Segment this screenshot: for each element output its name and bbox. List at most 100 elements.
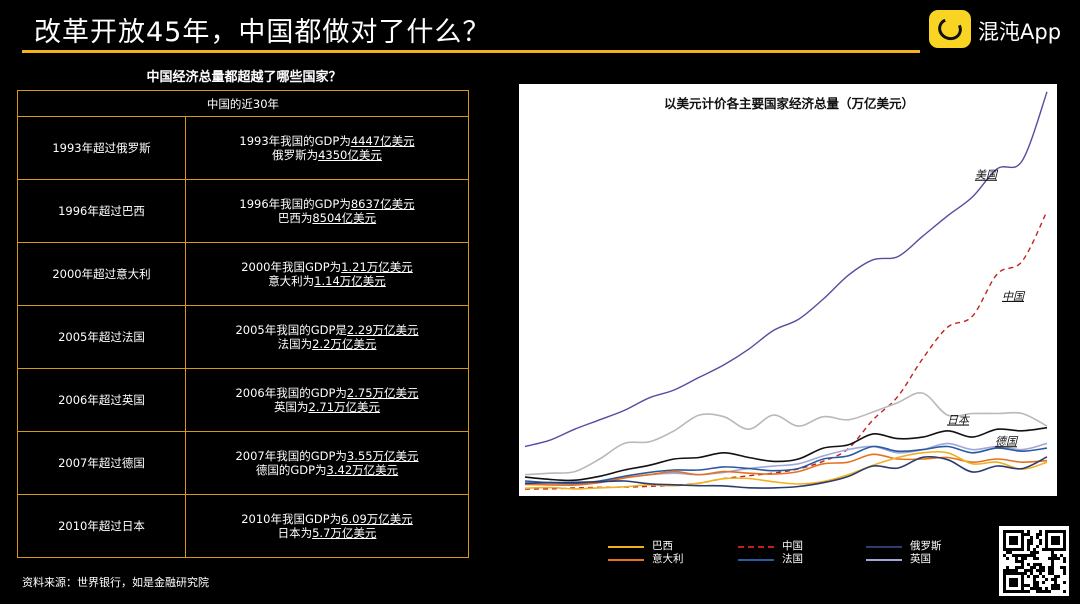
detail-line-china: 2005年我国的GDP是2.29万亿美元	[186, 323, 468, 337]
milestones-table: 中国的近30年 1993年超过俄罗斯 1993年我国的GDP为4447亿美元 俄罗斯…	[17, 90, 469, 558]
qr-code-icon	[999, 526, 1069, 596]
series-line-2	[524, 391, 1048, 476]
detail-line-china: 2006年我国的GDP为2.75万亿美元	[186, 386, 468, 400]
series-line-8	[524, 455, 1048, 489]
milestone-event: 1996年超过巴西	[17, 179, 186, 243]
source-note: 资料来源：世界银行，如是金融研究院	[22, 576, 209, 589]
title-underline	[22, 50, 920, 53]
legend-label: 意大利	[652, 553, 684, 565]
milestone-detail: 1996年我国的GDP为8637亿美元 巴西为8504亿美元	[185, 179, 469, 243]
table-row: 1993年超过俄罗斯 1993年我国的GDP为4447亿美元 俄罗斯为4350亿美元	[17, 116, 469, 180]
detail-prefix: 2005年我国的GDP是	[235, 323, 347, 337]
table-heading: 中国经济总量都超越了哪些国家？	[146, 70, 342, 85]
series-line-1	[524, 210, 1048, 490]
chart-legend: 巴西 中国 俄罗斯意大利 法国 英国	[608, 540, 1008, 568]
detail-prefix: 日本为	[277, 526, 313, 540]
legend-swatch	[738, 559, 774, 561]
detail-prefix: 1993年我国的GDP为	[239, 134, 351, 148]
detail-line-china: 2010年我国GDP为6.09万亿美元	[186, 512, 468, 526]
series-line-7	[524, 450, 1048, 490]
detail-prefix: 2006年我国的GDP为	[235, 386, 347, 400]
detail-line-china: 1996年我国的GDP为8637亿美元	[186, 197, 468, 211]
milestone-event: 2006年超过英国	[17, 368, 186, 432]
milestone-event: 2005年超过法国	[17, 305, 186, 369]
detail-prefix: 法国为	[277, 337, 313, 351]
detail-value: 2.29万亿美元	[346, 323, 419, 337]
detail-line-other: 俄罗斯为4350亿美元	[186, 148, 468, 162]
brand-name: 混沌App	[978, 20, 1062, 44]
milestone-detail: 2000年我国GDP为1.21万亿美元 意大利为1.14万亿美元	[185, 242, 469, 306]
legend-swatch	[608, 546, 644, 548]
milestone-detail: 2005年我国的GDP是2.29万亿美元 法国为2.2万亿美元	[185, 305, 469, 369]
detail-value: 4350亿美元	[318, 148, 382, 162]
gdp-chart: 以美元计价各主要国家经济总量（万亿美元） 美国中国日本德国	[519, 84, 1057, 496]
legend-label: 中国	[782, 540, 803, 552]
table-column-header: 中国的近30年	[17, 90, 469, 117]
milestone-event: 2007年超过德国	[17, 431, 186, 495]
legend-label: 巴西	[652, 540, 673, 552]
detail-prefix: 2000年我国GDP为	[241, 260, 342, 274]
detail-value: 3.55万亿美元	[346, 449, 419, 463]
detail-line-other: 日本为5.7万亿美元	[186, 526, 468, 540]
series-line-6	[524, 453, 1048, 487]
legend-label: 英国	[910, 553, 931, 565]
table-row: 2005年超过法国 2005年我国的GDP是2.29万亿美元 法国为2.2万亿美元	[17, 305, 469, 369]
series-label-1: 中国	[1002, 290, 1026, 303]
legend-swatch	[866, 546, 902, 548]
legend-swatch	[608, 559, 644, 561]
detail-value: 2.2万亿美元	[312, 337, 377, 351]
detail-value: 2.75万亿美元	[346, 386, 419, 400]
detail-value: 3.42万亿美元	[326, 463, 399, 477]
series-line-5	[524, 445, 1048, 485]
detail-prefix: 德国的GDP为	[255, 463, 327, 477]
table-row: 2007年超过德国 2007年我国的GDP为3.55万亿美元 德国的GDP为3.42…	[17, 431, 469, 495]
table-row: 2006年超过英国 2006年我国的GDP为2.75万亿美元 英国为2.71万亿美元	[17, 368, 469, 432]
chart-title: 以美元计价各主要国家经济总量（万亿美元）	[664, 96, 914, 111]
series-label-0: 美国	[975, 169, 999, 182]
detail-line-china: 1993年我国的GDP为4447亿美元	[186, 134, 468, 148]
table-row: 1996年超过巴西 1996年我国的GDP为8637亿美元 巴西为8504亿美元	[17, 179, 469, 243]
detail-prefix: 2007年我国的GDP为	[235, 449, 347, 463]
detail-line-other: 意大利为1.14万亿美元	[186, 274, 468, 288]
detail-prefix: 1996年我国的GDP为	[239, 197, 351, 211]
table-row: 2000年超过意大利 2000年我国GDP为1.21万亿美元 意大利为1.14万亿美…	[17, 242, 469, 306]
milestone-detail: 2010年我国GDP为6.09万亿美元 日本为5.7万亿美元	[185, 494, 469, 558]
page-title: 改革开放45年，中国都做对了什么？	[34, 17, 491, 48]
milestone-event: 2000年超过意大利	[17, 242, 186, 306]
detail-value: 6.09万亿美元	[341, 512, 413, 526]
detail-line-other: 英国为2.71万亿美元	[186, 400, 468, 414]
detail-value: 4447亿美元	[350, 134, 415, 148]
series-line-0	[524, 91, 1048, 448]
detail-value: 1.14万亿美元	[314, 274, 386, 288]
detail-prefix: 巴西为	[277, 211, 313, 225]
milestone-event: 2010年超过日本	[17, 494, 186, 558]
detail-value: 8637亿美元	[350, 197, 415, 211]
milestone-detail: 2006年我国的GDP为2.75万亿美元 英国为2.71万亿美元	[185, 368, 469, 432]
detail-line-china: 2007年我国的GDP为3.55万亿美元	[186, 449, 468, 463]
series-label-2: 日本	[947, 414, 971, 427]
series-line-4	[524, 442, 1048, 486]
detail-value: 5.7万亿美元	[312, 526, 377, 540]
detail-value: 8504亿美元	[312, 211, 377, 225]
detail-line-other: 德国的GDP为3.42万亿美元	[186, 463, 468, 477]
series-line-3	[524, 426, 1048, 482]
detail-prefix: 英国为	[273, 400, 309, 414]
detail-value: 1.21万亿美元	[341, 260, 413, 274]
legend-swatch	[738, 546, 774, 548]
detail-line-other: 巴西为8504亿美元	[186, 211, 468, 225]
detail-value: 2.71万亿美元	[308, 400, 381, 414]
detail-prefix: 意大利为	[268, 274, 315, 288]
detail-line-other: 法国为2.2万亿美元	[186, 337, 468, 351]
legend-label: 法国	[782, 553, 803, 565]
detail-line-china: 2000年我国GDP为1.21万亿美元	[186, 260, 468, 274]
table-row: 2010年超过日本 2010年我国GDP为6.09万亿美元 日本为5.7万亿美元	[17, 494, 469, 558]
series-label-3: 德国	[995, 435, 1019, 448]
brand-logo-icon	[929, 10, 971, 48]
legend-swatch	[866, 559, 902, 561]
milestone-detail: 1993年我国的GDP为4447亿美元 俄罗斯为4350亿美元	[185, 116, 469, 180]
milestone-event: 1993年超过俄罗斯	[17, 116, 186, 180]
milestone-detail: 2007年我国的GDP为3.55万亿美元 德国的GDP为3.42万亿美元	[185, 431, 469, 495]
detail-prefix: 俄罗斯为	[272, 148, 319, 162]
legend-label: 俄罗斯	[910, 540, 942, 552]
